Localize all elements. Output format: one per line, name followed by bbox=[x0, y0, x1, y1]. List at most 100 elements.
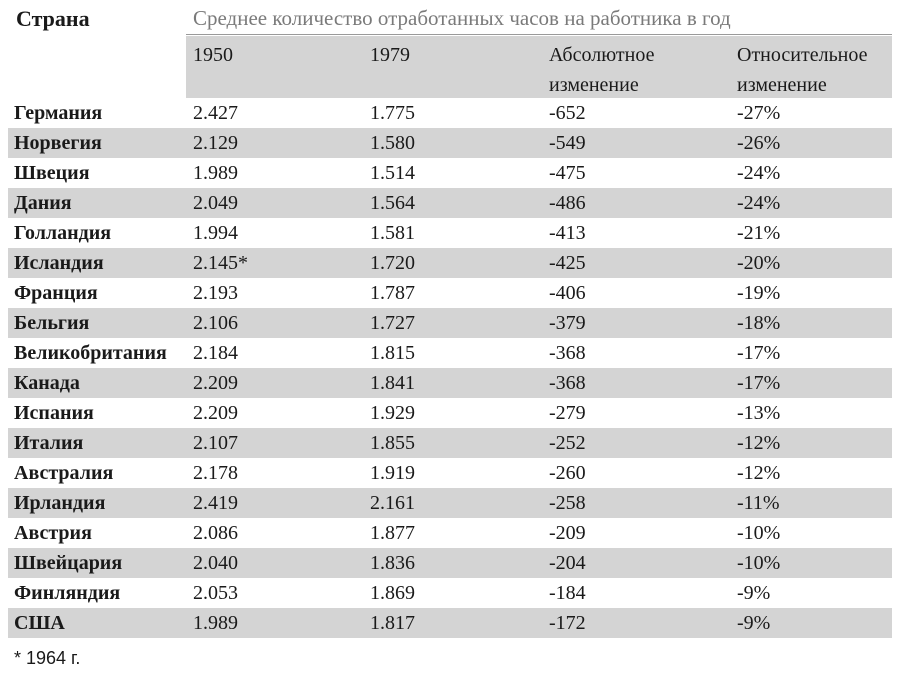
value-1979-cell: 1.841 bbox=[370, 372, 415, 394]
relative-change-cell: -19% bbox=[737, 282, 781, 304]
relative-change-cell: -24% bbox=[737, 162, 781, 184]
table-row: Швейцария 2.040 1.836 -204 -10% bbox=[0, 548, 900, 578]
footnote: * 1964 г. bbox=[14, 648, 81, 668]
relative-change-cell: -24% bbox=[737, 192, 781, 214]
country-cell: Италия bbox=[14, 432, 84, 454]
absolute-change-cell: -368 bbox=[549, 372, 586, 394]
relative-change-cell: -17% bbox=[737, 342, 781, 364]
country-cell: Исландия bbox=[14, 252, 104, 274]
title-underline bbox=[186, 34, 892, 35]
value-1979-cell: 1.929 bbox=[370, 402, 415, 424]
column-header-1979: 1979 bbox=[370, 44, 410, 66]
relative-change-cell: -26% bbox=[737, 132, 781, 154]
value-1979-cell: 1.581 bbox=[370, 222, 415, 244]
value-1979-cell: 1.855 bbox=[370, 432, 415, 454]
table-title: Среднее количество отработанных часов на… bbox=[193, 6, 731, 30]
table-row: Финляндия 2.053 1.869 -184 -9% bbox=[0, 578, 900, 608]
table-row: Норвегия 2.129 1.580 -549 -26% bbox=[0, 128, 900, 158]
absolute-change-cell: -368 bbox=[549, 342, 586, 364]
absolute-change-cell: -260 bbox=[549, 462, 586, 484]
absolute-change-cell: -172 bbox=[549, 612, 586, 634]
value-1979-cell: 1.514 bbox=[370, 162, 415, 184]
value-1979-cell: 1.877 bbox=[370, 522, 415, 544]
value-1950-cell: 1.989 bbox=[193, 612, 238, 634]
relative-change-cell: -9% bbox=[737, 612, 771, 634]
table-body: Германия 2.427 1.775 -652 -27% Норвегия 2.129 1… bbox=[0, 98, 900, 638]
relative-change-cell: -17% bbox=[737, 372, 781, 394]
country-cell: Австралия bbox=[14, 462, 114, 484]
table-row: Ирландия 2.419 2.161 -258 -11% bbox=[0, 488, 900, 518]
column-header-absolute-change: Абсолютное изменение bbox=[549, 44, 655, 96]
table-row: Италия 2.107 1.855 -252 -12% bbox=[0, 428, 900, 458]
country-cell: Великобритания bbox=[14, 342, 167, 364]
absolute-change-cell: -379 bbox=[549, 312, 586, 334]
value-1979-cell: 1.720 bbox=[370, 252, 415, 274]
relative-change-cell: -11% bbox=[737, 492, 780, 514]
absolute-change-cell: -406 bbox=[549, 282, 586, 304]
table-row: Канада 2.209 1.841 -368 -17% bbox=[0, 368, 900, 398]
value-1950-cell: 2.107 bbox=[193, 432, 238, 454]
value-1979-cell: 1.787 bbox=[370, 282, 415, 304]
value-1979-cell: 1.564 bbox=[370, 192, 415, 214]
relative-change-cell: -9% bbox=[737, 582, 771, 604]
country-cell: Норвегия bbox=[14, 132, 102, 154]
country-cell: Испания bbox=[14, 402, 94, 424]
absolute-change-cell: -413 bbox=[549, 222, 586, 244]
table-row: Швеция 1.989 1.514 -475 -24% bbox=[0, 158, 900, 188]
relative-change-cell: -12% bbox=[737, 432, 781, 454]
country-column-header: Страна bbox=[16, 6, 90, 31]
column-header-1950: 1950 bbox=[193, 44, 233, 66]
relative-change-cell: -21% bbox=[737, 222, 781, 244]
table-row: Исландия 2.145* 1.720 -425 -20% bbox=[0, 248, 900, 278]
table-header: Страна Среднее количество отработанных ч… bbox=[0, 0, 900, 98]
absolute-change-cell: -252 bbox=[549, 432, 586, 454]
value-1950-cell: 2.209 bbox=[193, 372, 238, 394]
absolute-change-cell: -258 bbox=[549, 492, 586, 514]
country-cell: Австрия bbox=[14, 522, 92, 544]
value-1950-cell: 2.145* bbox=[193, 252, 248, 274]
absolute-change-cell: -204 bbox=[549, 552, 586, 574]
value-1950-cell: 2.419 bbox=[193, 492, 238, 514]
subheader-band bbox=[186, 36, 892, 98]
table-row: Великобритания 2.184 1.815 -368 -17% bbox=[0, 338, 900, 368]
relative-change-cell: -13% bbox=[737, 402, 781, 424]
table-row: Австрия 2.086 1.877 -209 -10% bbox=[0, 518, 900, 548]
country-cell: Швейцария bbox=[14, 552, 123, 574]
country-cell: Канада bbox=[14, 372, 80, 394]
absolute-change-cell: -549 bbox=[549, 132, 586, 154]
table-row: Австралия 2.178 1.919 -260 -12% bbox=[0, 458, 900, 488]
country-cell: Германия bbox=[14, 102, 103, 124]
value-1950-cell: 2.427 bbox=[193, 102, 238, 124]
value-1979-cell: 1.775 bbox=[370, 102, 415, 124]
value-1950-cell: 2.184 bbox=[193, 342, 238, 364]
absolute-change-cell: -209 bbox=[549, 522, 586, 544]
absolute-change-cell: -279 bbox=[549, 402, 586, 424]
relative-change-cell: -18% bbox=[737, 312, 781, 334]
value-1950-cell: 2.053 bbox=[193, 582, 238, 604]
country-cell: США bbox=[14, 612, 65, 634]
value-1979-cell: 1.919 bbox=[370, 462, 415, 484]
table-row: Бельгия 2.106 1.727 -379 -18% bbox=[0, 308, 900, 338]
column-header-relative-change: Относительное изменение bbox=[737, 44, 868, 96]
country-cell: Дания bbox=[14, 192, 72, 214]
hours-table: Страна Среднее количество отработанных ч… bbox=[0, 0, 900, 638]
table-row: Испания 2.209 1.929 -279 -13% bbox=[0, 398, 900, 428]
table-row: Франция 2.193 1.787 -406 -19% bbox=[0, 278, 900, 308]
value-1950-cell: 2.040 bbox=[193, 552, 238, 574]
value-1950-cell: 2.209 bbox=[193, 402, 238, 424]
country-cell: Бельгия bbox=[14, 312, 90, 334]
absolute-change-cell: -425 bbox=[549, 252, 586, 274]
table-row: Дания 2.049 1.564 -486 -24% bbox=[0, 188, 900, 218]
value-1979-cell: 1.580 bbox=[370, 132, 415, 154]
value-1979-cell: 1.817 bbox=[370, 612, 415, 634]
country-cell: Франция bbox=[14, 282, 98, 304]
value-1950-cell: 2.178 bbox=[193, 462, 238, 484]
absolute-change-cell: -652 bbox=[549, 102, 586, 124]
relative-change-cell: -12% bbox=[737, 462, 781, 484]
value-1979-cell: 1.836 bbox=[370, 552, 415, 574]
value-1950-cell: 2.049 bbox=[193, 192, 238, 214]
value-1979-cell: 1.869 bbox=[370, 582, 415, 604]
absolute-change-cell: -475 bbox=[549, 162, 586, 184]
relative-change-cell: -20% bbox=[737, 252, 781, 274]
table-row: Голландия 1.994 1.581 -413 -21% bbox=[0, 218, 900, 248]
